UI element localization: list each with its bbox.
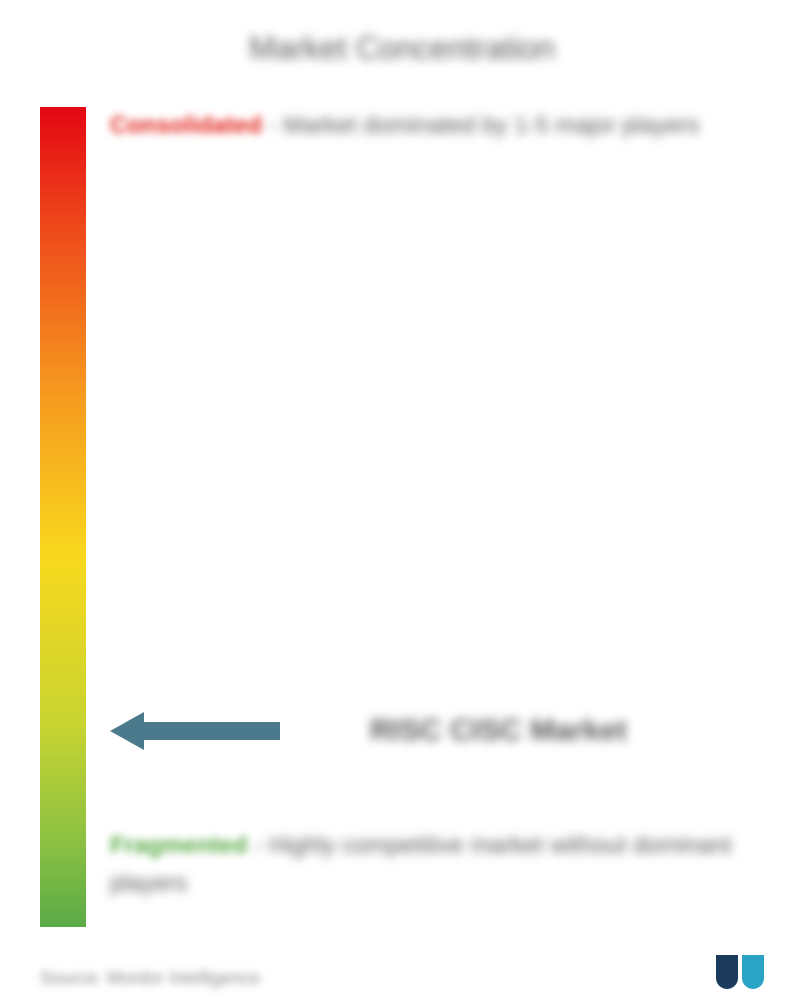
content-column: Consolidated - Market dominated by 1-5 m… bbox=[110, 107, 764, 927]
fragmented-title: Fragmented bbox=[110, 832, 247, 859]
consolidated-title: Consolidated bbox=[110, 112, 262, 139]
footer: Source: Mordor Intelligence bbox=[40, 955, 764, 989]
pointer-label: RISC CISC Market bbox=[370, 714, 627, 748]
gradient-scale bbox=[40, 107, 86, 927]
pointer-arrow-icon bbox=[110, 709, 280, 753]
chart-title: Market Concentration bbox=[40, 30, 764, 67]
consolidated-desc: - Market dominated by 1-5 major players bbox=[269, 112, 700, 139]
pointer-row: RISC CISC Market bbox=[110, 709, 764, 753]
consolidated-label: Consolidated - Market dominated by 1-5 m… bbox=[110, 107, 744, 145]
fragmented-label: Fragmented - Highly competitive market w… bbox=[110, 827, 744, 904]
chart-area: Consolidated - Market dominated by 1-5 m… bbox=[40, 107, 764, 927]
logo-icon bbox=[716, 955, 764, 989]
source-text: Source: Mordor Intelligence bbox=[40, 968, 260, 989]
